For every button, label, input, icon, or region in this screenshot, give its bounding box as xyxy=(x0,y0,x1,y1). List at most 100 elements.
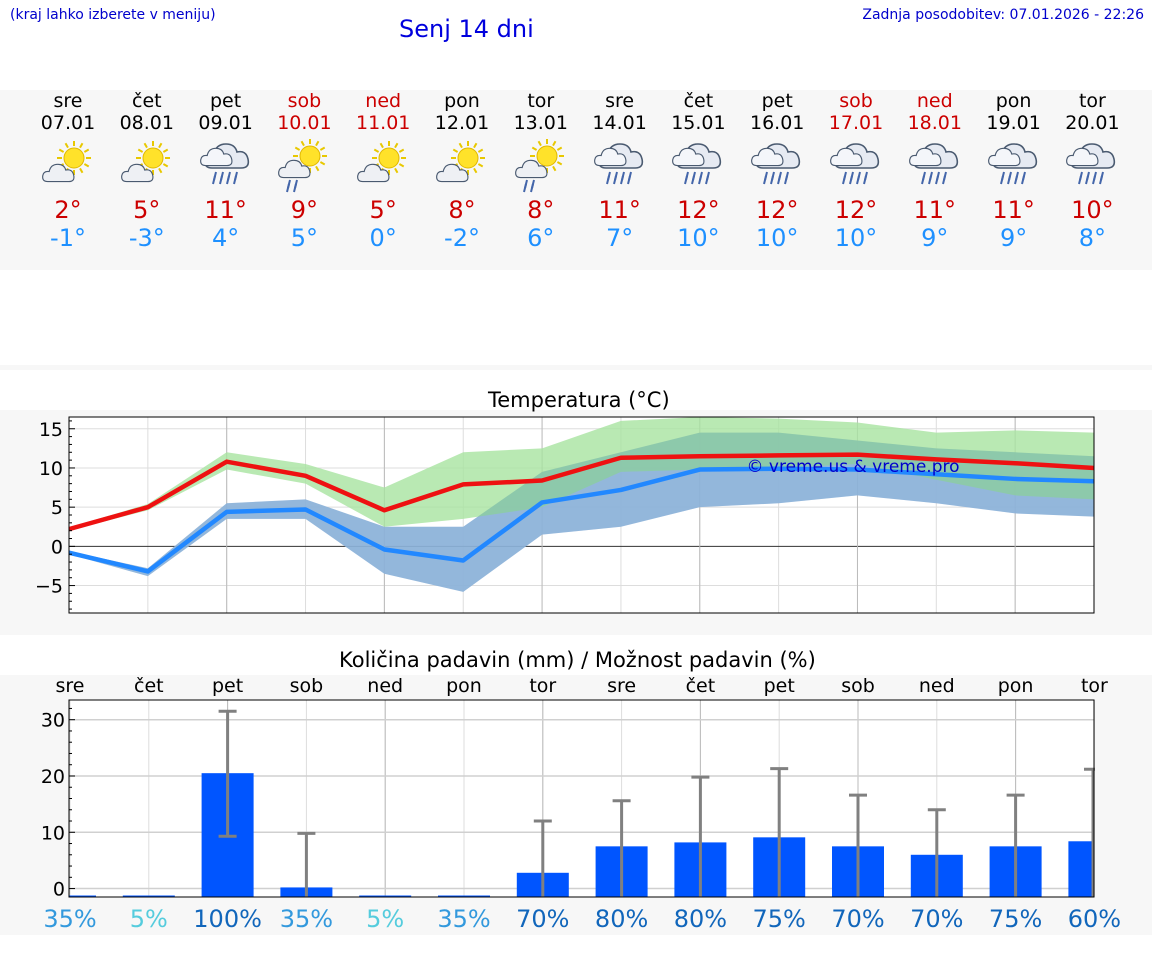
separator-band xyxy=(0,365,1152,370)
precip-probability: 70% xyxy=(910,905,963,933)
watermark: © vreme.us & vreme.pro xyxy=(746,457,959,477)
sun-cloud-icon xyxy=(120,141,170,183)
day-name: ned xyxy=(365,90,402,112)
temp-min: 4° xyxy=(211,224,240,252)
precip-probability: 75% xyxy=(753,905,806,933)
temp-min: 5° xyxy=(290,224,319,252)
precip-probability: 80% xyxy=(674,905,727,933)
sun-cloud-icon xyxy=(357,141,407,183)
x-day-label: sre xyxy=(56,675,85,697)
temp-chart-title: Temperatura (°C) xyxy=(488,388,670,412)
day-date: 19.01 xyxy=(986,112,1041,134)
y-tick-label: 30 xyxy=(41,710,65,732)
max-temp-band xyxy=(69,417,1094,531)
day-column: ned 11.01 5° 0° xyxy=(344,90,422,252)
temp-min: -2° xyxy=(444,224,480,252)
day-column: pet 16.01 12° 10° xyxy=(738,90,816,252)
day-date: 11.01 xyxy=(355,112,411,134)
precip-probability: 35% xyxy=(43,905,96,933)
temp-max: 10° xyxy=(1071,196,1114,224)
day-column: čet 08.01 5° -3° xyxy=(108,90,186,252)
min-temp-band xyxy=(69,432,1094,592)
day-column: sob 17.01 12° 10° xyxy=(817,90,895,252)
x-day-label: sob xyxy=(290,675,324,697)
y-tick-label: 10 xyxy=(39,458,63,480)
day-column: ned 18.01 11° 9° xyxy=(896,90,974,252)
precip-probability: 75% xyxy=(989,905,1042,933)
temp-min: -3° xyxy=(128,224,165,252)
forecast-band xyxy=(0,90,1152,270)
precip-probability: 70% xyxy=(831,905,884,933)
rain-cloud-icon xyxy=(987,143,1037,185)
temperature-chart: −5 0 5 10 15 © vreme.us & vreme.pro xyxy=(35,416,1095,614)
temp-min: -1° xyxy=(50,224,86,252)
last-updated: Zadnja posodobitev: 07.01.2026 - 22:26 xyxy=(862,7,1144,23)
rain-cloud-icon xyxy=(908,143,958,185)
day-column: pon 19.01 11° 9° xyxy=(975,90,1053,252)
temp-min: 10° xyxy=(677,224,720,252)
rain-cloud-icon xyxy=(1066,143,1116,185)
temp-min: 10° xyxy=(755,224,799,252)
day-name: pet xyxy=(209,90,242,112)
day-date: 14.01 xyxy=(592,112,647,134)
sun-cloud-rain-icon xyxy=(278,139,328,193)
day-column: sre 14.01 11° 7° xyxy=(581,90,659,252)
day-date: 10.01 xyxy=(277,112,332,134)
day-date: 07.01 xyxy=(40,112,96,134)
menu-hint: (kraj lahko izberete v meniju) xyxy=(10,7,216,23)
day-name: pet xyxy=(761,90,793,112)
day-name: pon xyxy=(444,90,480,112)
temp-max: 11° xyxy=(598,196,641,224)
x-day-label: tor xyxy=(529,675,556,697)
day-date: 18.01 xyxy=(907,112,962,134)
x-day-label: pon xyxy=(998,675,1034,697)
day-name: sob xyxy=(287,90,322,112)
sun-cloud-rain-icon xyxy=(514,139,564,193)
x-day-label: ned xyxy=(919,675,955,697)
x-day-label: ned xyxy=(367,675,403,697)
day-column: sre 07.01 2° -1° xyxy=(29,90,107,252)
day-column: pon 12.01 8° -2° xyxy=(423,90,501,252)
x-day-label: pet xyxy=(212,675,243,697)
temp-min: 0° xyxy=(369,224,397,252)
temp-min: 8° xyxy=(1078,224,1107,252)
x-day-label: pet xyxy=(764,675,795,697)
day-name: ned xyxy=(916,90,953,112)
precip-chart-title: Količina padavin (mm) / Možnost padavin … xyxy=(339,648,816,672)
precip-probability: 60% xyxy=(1068,905,1121,933)
day-date: 12.01 xyxy=(434,112,490,134)
x-day-label: sre xyxy=(607,675,636,697)
precip-probability: 5% xyxy=(366,905,404,933)
temp-max: 12° xyxy=(755,196,799,224)
temp-min: 9° xyxy=(999,224,1028,252)
max-temp-line xyxy=(68,452,1095,532)
temp-min: 6° xyxy=(527,224,555,252)
precip-probability: 5% xyxy=(130,905,168,933)
rain-cloud-icon xyxy=(830,143,880,185)
temp-max: 9° xyxy=(290,196,319,224)
day-name: tor xyxy=(527,90,555,112)
day-column: tor 13.01 8° 6° xyxy=(502,90,580,252)
temp-max: 12° xyxy=(677,196,720,224)
sun-cloud-icon xyxy=(42,141,91,183)
x-day-label: čet xyxy=(134,675,164,697)
precip-probability: 80% xyxy=(595,905,648,933)
precip-probability: 100% xyxy=(193,905,262,933)
temp-max: 5° xyxy=(369,196,397,224)
temp-max: 2° xyxy=(54,196,82,224)
rain-cloud-icon xyxy=(672,143,722,185)
day-name: čet xyxy=(132,90,162,112)
temp-max: 11° xyxy=(913,196,957,224)
overlap-band xyxy=(69,432,1094,592)
temp-max: 11° xyxy=(204,196,247,224)
day-date: 16.01 xyxy=(749,112,805,134)
y-tick-label: 0 xyxy=(53,879,65,901)
x-day-label: sob xyxy=(841,675,875,697)
page-title: Senj 14 dni xyxy=(399,15,534,43)
y-tick-label: 0 xyxy=(51,536,63,558)
day-date: 15.01 xyxy=(671,112,726,134)
x-day-label: čet xyxy=(686,675,716,697)
day-name: pon xyxy=(995,90,1032,112)
temp-max: 8° xyxy=(448,196,476,224)
y-tick-label: 5 xyxy=(51,497,63,519)
